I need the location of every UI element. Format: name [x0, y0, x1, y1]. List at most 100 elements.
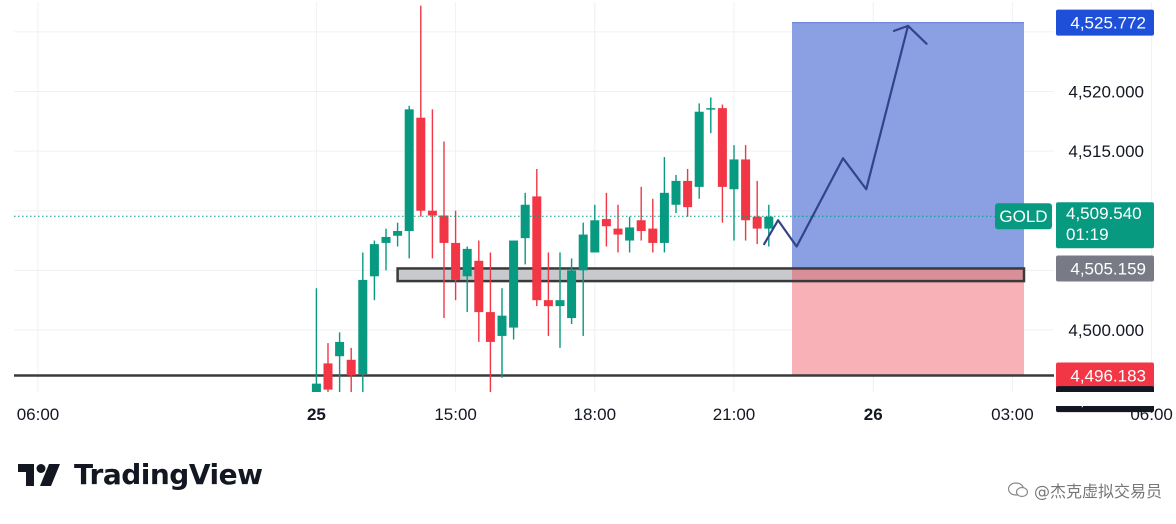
candle-body	[636, 220, 646, 231]
candle-body	[694, 111, 704, 187]
candle-body	[578, 234, 588, 271]
x-axis: 06:00 25 15:00 18:00 21:00 26 03:00 06:00	[17, 405, 1173, 424]
zone-border[interactable]	[396, 267, 1026, 283]
candle-body	[659, 192, 669, 243]
candle-body	[590, 220, 600, 253]
price-tag-stop: 4,496.183	[1056, 362, 1154, 389]
candle-body	[532, 196, 542, 301]
loss-zone[interactable]	[792, 268, 1024, 376]
candle-down	[648, 198, 658, 253]
candle-body	[717, 108, 727, 187]
y-tick-label: 4,515.000	[1068, 142, 1144, 161]
candle-body	[648, 228, 658, 243]
symbol-badge[interactable]: GOLD	[995, 203, 1052, 230]
x-tick-label: 06:00	[17, 405, 60, 424]
candle-up	[729, 145, 739, 241]
candle-body	[346, 359, 356, 376]
candle-down	[451, 210, 461, 301]
zone-fill-overlap	[792, 268, 1024, 282]
x-tick-label: 25	[307, 405, 326, 424]
tradingview-logo-icon	[18, 463, 60, 486]
candle-up	[764, 204, 774, 247]
candle-body	[764, 216, 774, 229]
candle-up	[567, 258, 577, 325]
projection-arrowhead	[892, 24, 910, 32]
candle-body	[427, 210, 437, 216]
candle-down	[601, 192, 611, 247]
logo-text: TradingView	[74, 458, 263, 491]
candle-up	[625, 216, 635, 253]
candle-body	[752, 216, 762, 229]
candle-body	[369, 244, 379, 277]
candle-body	[404, 109, 414, 231]
current-price-value: 4,509.540	[1066, 204, 1142, 223]
candle-body	[393, 230, 403, 236]
candle-down	[485, 252, 495, 392]
axis-mask	[1054, 392, 1156, 406]
symbol-badge-text: GOLD	[999, 207, 1047, 226]
profit-zone[interactable]	[792, 22, 1024, 269]
candle-down	[474, 240, 484, 342]
position-tool[interactable]	[792, 22, 1024, 376]
candle-up	[381, 228, 391, 271]
x-tick-label: 21:00	[713, 405, 756, 424]
candle-body	[451, 242, 461, 280]
candle-up	[509, 240, 519, 340]
candle-body	[439, 215, 449, 243]
candle-body	[462, 248, 472, 277]
candles	[311, 5, 774, 392]
candle-body	[358, 279, 368, 375]
price-tag-text: 4,525.772	[1070, 14, 1146, 33]
candle-up	[404, 105, 414, 259]
candle-body	[613, 228, 623, 235]
x-tick-label: 15:00	[434, 405, 477, 424]
candle-down	[717, 104, 727, 223]
candle-up	[706, 97, 716, 134]
candle-up	[462, 246, 472, 313]
candle-down	[613, 204, 623, 253]
current-price-countdown: 01:19	[1066, 225, 1109, 244]
price-tag-entry: 4,505.159	[1056, 255, 1154, 282]
price-tag-text: 4,505.159	[1070, 259, 1146, 278]
candle-body	[543, 300, 553, 307]
y-axis: 4,520.000 4,515.000 4,500.000	[1068, 82, 1144, 340]
candle-up	[578, 222, 588, 336]
candle-up	[520, 192, 530, 265]
candle-body	[729, 159, 739, 190]
candle-down	[439, 141, 449, 319]
watermark: @杰克虚拟交易员	[1007, 478, 1162, 502]
wechat-icon	[1007, 482, 1028, 498]
candle-up	[671, 174, 681, 214]
candle-up	[555, 252, 565, 348]
candle-body	[416, 117, 426, 211]
candle-up	[590, 204, 600, 253]
candle-down	[752, 180, 762, 245]
candle-body	[485, 312, 495, 342]
x-tick-label: 26	[864, 405, 883, 424]
candle-body	[381, 236, 391, 243]
candle-body	[335, 341, 345, 357]
zone-fill	[397, 268, 792, 282]
candle-down	[532, 168, 542, 307]
candle-body	[497, 315, 507, 336]
candle-down	[416, 5, 426, 217]
candle-down	[741, 145, 751, 241]
candle-up	[659, 157, 669, 253]
x-tick-label: 18:00	[574, 405, 617, 424]
price-tag-box	[1056, 362, 1154, 389]
price-tag-box	[1056, 255, 1154, 282]
candle-body	[474, 260, 484, 313]
candle-body	[567, 270, 577, 319]
candle-body	[706, 108, 716, 110]
candle-down	[427, 109, 437, 259]
candle-body	[741, 159, 751, 221]
candle-body	[683, 180, 693, 208]
zone-box[interactable]	[396, 267, 1026, 283]
candle-up	[393, 222, 403, 247]
symbol-badge-box	[995, 203, 1052, 230]
tradingview-logo[interactable]: TradingView	[18, 458, 263, 491]
projection-path[interactable]	[763, 24, 928, 248]
candle-down	[636, 186, 646, 241]
x-tick-label: 03:00	[991, 405, 1034, 424]
